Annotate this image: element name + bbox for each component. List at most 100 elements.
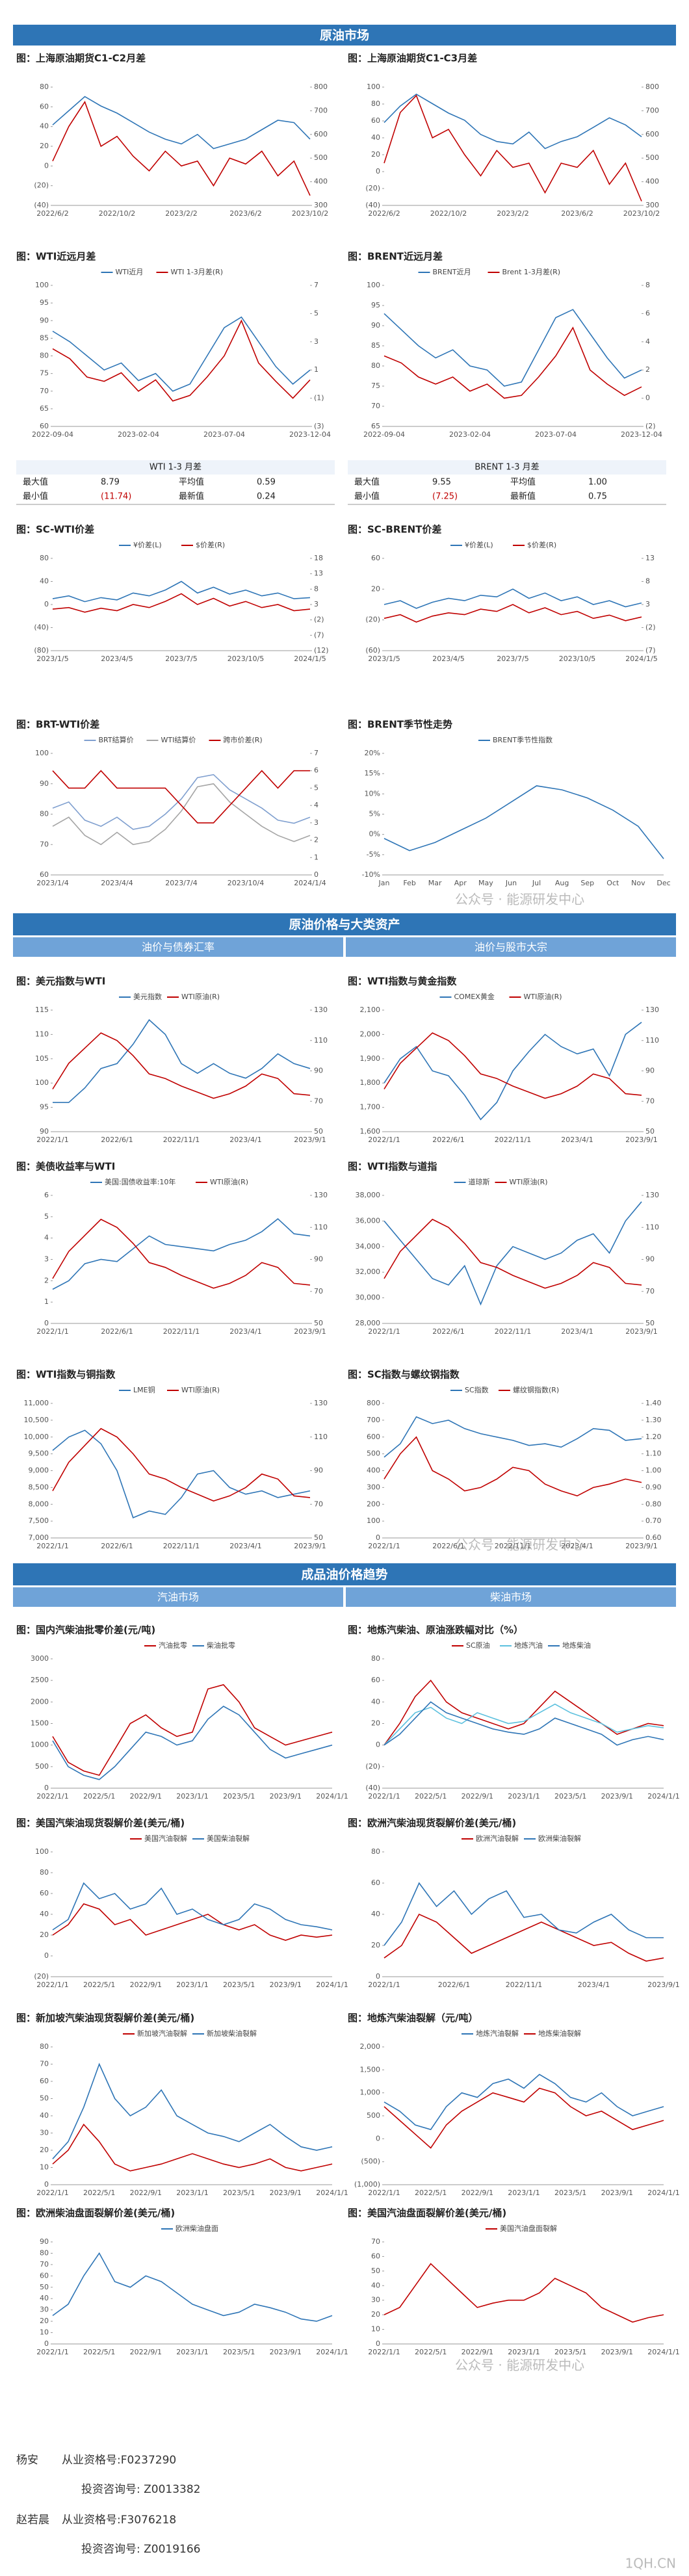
- x-tick-label: 2022/6/1: [101, 1136, 133, 1144]
- series-line: [52, 1706, 333, 1780]
- watermark: 公众号 · 能源研发中心: [455, 892, 584, 907]
- legend-label: 美元指数: [133, 992, 162, 1001]
- table-label: 最大值: [354, 477, 380, 488]
- y-tick-label: (20): [365, 616, 380, 624]
- x-tick-label: 2022/11/1: [506, 1981, 542, 1989]
- y-tick-label: 95: [371, 301, 380, 309]
- y2-tick-label: 110: [314, 1223, 328, 1231]
- y-tick-label: 2: [44, 1276, 49, 1284]
- x-tick-label: Dec: [656, 879, 670, 887]
- y-tick-label: 0: [376, 1741, 380, 1749]
- x-tick-label: 2023/4/1: [578, 1981, 610, 1989]
- y-tick-label: 3: [44, 1255, 49, 1264]
- y2-tick-label: 130: [314, 1191, 328, 1199]
- y2-tick-label: 50: [645, 1127, 655, 1136]
- series-line: [52, 1218, 311, 1290]
- qualification: 从业资格号:F0237290: [62, 2454, 176, 2467]
- x-tick-label: 2023/4/1: [229, 1542, 261, 1550]
- legend-label: 美国柴油裂解: [207, 1834, 250, 1843]
- legend-label: WTI原油(R): [181, 992, 220, 1001]
- y-tick-label: 10,000: [24, 1433, 49, 1441]
- x-tick-label: 2022/9/1: [462, 2189, 493, 2197]
- x-tick-label: 2022/9/1: [130, 2189, 162, 2197]
- x-tick-label: 2022/6/1: [432, 1542, 464, 1550]
- series-line: [384, 2087, 664, 2149]
- y-tick-label: 2,100: [360, 1006, 381, 1014]
- series-line: [52, 580, 311, 603]
- y-tick-label: 70: [40, 387, 49, 395]
- y-tick-label: 9,500: [29, 1450, 49, 1458]
- legend-label: 欧洲柴油盘面: [176, 2224, 218, 2233]
- series-line: [384, 1913, 664, 1962]
- y-tick-label: 60: [371, 1879, 380, 1887]
- table-label: 最新值: [510, 491, 536, 502]
- series-line: [384, 94, 642, 202]
- series-line: [52, 2062, 333, 2159]
- x-tick-label: 2023/2/2: [165, 209, 197, 218]
- y2-tick-label: 90: [314, 1255, 323, 1264]
- y-tick-label: 10,500: [24, 1416, 49, 1424]
- series-line: [384, 1882, 664, 1946]
- x-tick-label: Aug: [555, 879, 569, 887]
- x-tick-label: 2022/9/1: [130, 1792, 162, 1801]
- chart-title: 图：地炼汽柴油裂解（元/吨）: [348, 2012, 478, 2024]
- x-tick-label: 2022/5/1: [415, 1792, 447, 1801]
- y2-tick-label: (2): [314, 616, 324, 624]
- x-tick-label: 2023/1/1: [176, 2189, 208, 2197]
- y-tick-label: (40): [34, 623, 49, 632]
- x-tick-label: 2023/6/2: [229, 209, 261, 218]
- chart-title: 图：BRENT季节性走势: [348, 719, 452, 731]
- x-tick-label: 2024/1/1: [316, 2348, 348, 2356]
- y-tick-label: 85: [40, 333, 49, 342]
- legend-label: 地炼柴油裂解: [538, 2029, 581, 2038]
- y-tick-label: 85: [371, 341, 380, 350]
- x-tick-label: 2022/1/1: [368, 2189, 400, 2197]
- y-tick-label: 80: [371, 361, 380, 370]
- y-tick-label: 30,000: [356, 1294, 381, 1302]
- y-tick-label: (80): [34, 646, 49, 655]
- y-tick-label: 8,000: [29, 1500, 49, 1508]
- y-tick-label: 0: [376, 2134, 380, 2142]
- y-tick-label: 34,000: [356, 1242, 381, 1251]
- x-tick-label: 2023-02-04: [118, 430, 159, 439]
- x-tick-label: 2023-02-04: [449, 430, 491, 439]
- series-line: [52, 770, 310, 824]
- legend-label: 美国:国债收益率:10年: [105, 1177, 176, 1186]
- x-tick-label: 2022/9/1: [130, 1981, 162, 1989]
- qualification: 从业资格号:F3076218: [62, 2514, 176, 2527]
- y2-tick-label: 50: [645, 1319, 655, 1327]
- x-tick-label: 2022/1/1: [368, 1136, 400, 1144]
- watermark: 公众号 · 能源研发中心: [455, 1537, 584, 1553]
- x-tick-label: 2023/9/1: [270, 1981, 302, 1989]
- table-value: 1.00: [588, 478, 607, 488]
- x-tick-label: 2022/1/1: [36, 1327, 68, 1336]
- y-tick-label: 700: [367, 1416, 380, 1424]
- y-tick-label: 75: [40, 369, 49, 378]
- series-line: [384, 93, 642, 150]
- series-line: [52, 1218, 311, 1289]
- section-bar: [13, 1563, 676, 1585]
- y-tick-label: 1,000: [360, 2088, 381, 2097]
- y-tick-label: 50: [40, 2283, 49, 2291]
- chart-title: 图：美债收益率与WTI: [16, 1161, 115, 1173]
- y-tick-label: 500: [35, 1762, 49, 1771]
- y2-tick-label: 110: [314, 1036, 328, 1045]
- x-tick-label: 2022/11/1: [163, 1542, 200, 1550]
- x-tick-label: 2024/1/4: [294, 879, 326, 887]
- y-tick-label: 0: [44, 600, 49, 608]
- y2-tick-label: 90: [645, 1255, 655, 1264]
- y2-tick-label: 130: [645, 1006, 659, 1014]
- y2-tick-label: 50: [314, 1127, 323, 1136]
- y-tick-label: 38,000: [356, 1191, 381, 1199]
- y-tick-label: 60: [40, 102, 49, 111]
- y-tick-label: 28,000: [356, 1319, 381, 1327]
- y2-tick-label: 600: [645, 130, 659, 138]
- series-line: [52, 1427, 311, 1502]
- y-tick-label: 30: [40, 2129, 49, 2137]
- x-tick-label: 2023/9/1: [625, 1327, 657, 1336]
- x-tick-label: 2022-09-04: [32, 430, 73, 439]
- y-tick-label: 20: [40, 2317, 49, 2325]
- x-tick-label: 2023/1/5: [36, 655, 68, 663]
- y-tick-label: 1500: [31, 1719, 49, 1728]
- y-tick-label: 60: [371, 554, 380, 562]
